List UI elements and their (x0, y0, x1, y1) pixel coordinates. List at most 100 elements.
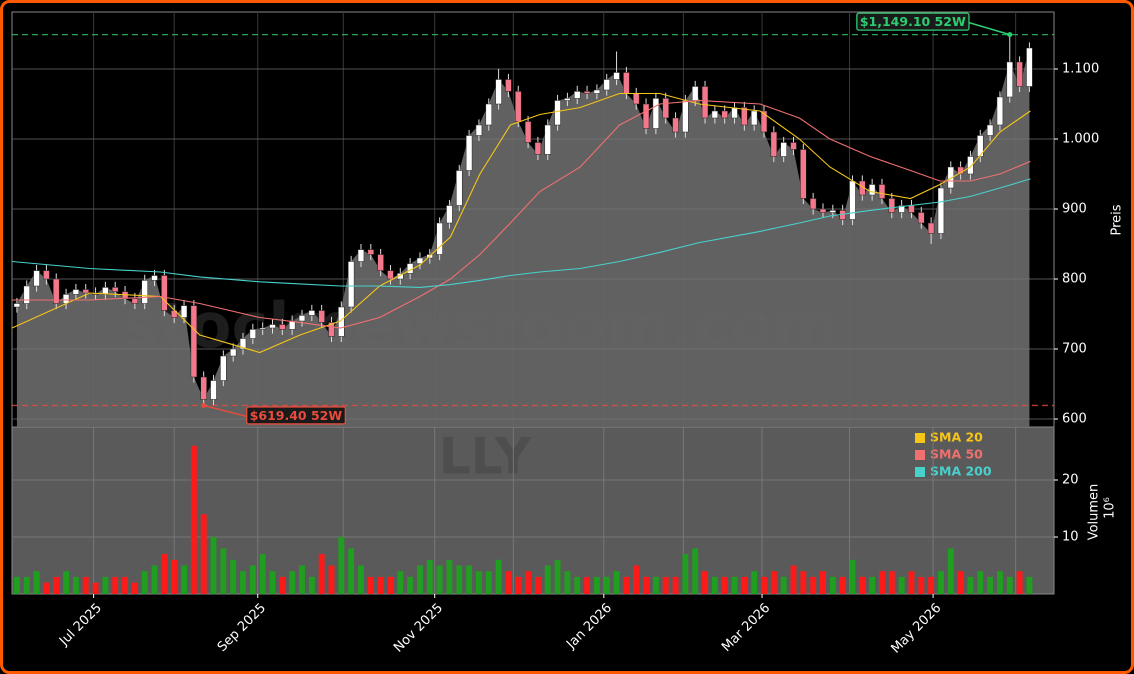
volume-bar (63, 571, 70, 594)
volume-bar (534, 576, 541, 594)
candle-body (387, 270, 394, 280)
sma-line (12, 99, 1031, 329)
volume-bar (190, 445, 197, 594)
candle-body (367, 249, 375, 255)
volume-bar (259, 554, 266, 594)
volume-bar (938, 571, 944, 594)
annotation-arrow (203, 404, 247, 418)
candle-body (544, 124, 551, 155)
candle-body (711, 110, 719, 119)
volume-bar (131, 582, 138, 594)
volume-bar (367, 576, 374, 594)
candle-body (780, 142, 787, 157)
volume-bar (908, 571, 915, 594)
candle-body (642, 103, 650, 129)
volume-bar (210, 537, 217, 594)
volume-bar (810, 576, 817, 594)
volume-bar (544, 565, 551, 594)
volume-bar (987, 576, 994, 594)
candle-body (1006, 61, 1013, 98)
volume-bar (92, 582, 99, 594)
candle-body (691, 86, 699, 101)
volume-bar (820, 571, 826, 594)
candle-body (505, 79, 512, 92)
volume-bar (584, 576, 591, 594)
candle-body (1016, 61, 1023, 87)
candle-body (239, 338, 247, 350)
legend-swatch (915, 433, 925, 443)
candle-body (180, 305, 188, 318)
candle-body (652, 98, 660, 129)
volume-bar (417, 565, 423, 594)
volume-bar (141, 571, 148, 594)
volume-bar (839, 576, 846, 594)
candle-body (524, 121, 532, 143)
volume-bar (1026, 576, 1033, 594)
candle-body (809, 198, 817, 210)
candle-body (996, 96, 1004, 126)
candle-body (898, 205, 905, 213)
volume-bar (122, 576, 128, 594)
candle-body (357, 249, 365, 262)
candle-body (672, 117, 679, 133)
candle-body (574, 91, 581, 99)
annotation: $1,149.10 52W (856, 12, 1013, 38)
candle-body (269, 324, 276, 329)
candle-body (308, 310, 316, 316)
legend-swatch (915, 450, 925, 460)
volume-bar (220, 548, 227, 594)
volume-bar (898, 576, 905, 594)
candle-body (13, 303, 21, 308)
candle-body (495, 79, 502, 105)
volume-bar (269, 571, 276, 594)
candle-body (229, 348, 237, 357)
candle-body (161, 275, 168, 311)
volume-bar (515, 576, 522, 594)
candle-body (849, 180, 856, 220)
candle-body (918, 212, 925, 224)
annotation-label: $619.40 52W (250, 408, 343, 423)
candle-body (249, 329, 257, 339)
candle-body (947, 166, 954, 189)
candle-body (603, 79, 610, 91)
annotation-box (246, 406, 347, 425)
volume-bar (151, 565, 158, 594)
volume-bar (593, 576, 600, 594)
candle-body (888, 198, 896, 213)
volume-bar (603, 576, 610, 594)
candle-body (82, 289, 89, 294)
candle-body (23, 285, 30, 304)
candle-body (662, 98, 669, 119)
volume-bar (1006, 576, 1013, 594)
candle-body (465, 135, 473, 171)
annotation-arrowhead (201, 402, 207, 408)
volume-bar (308, 576, 315, 594)
volume-bar (249, 565, 256, 594)
volume-bar (849, 559, 856, 594)
candle-body (131, 298, 139, 304)
volume-bar (387, 576, 394, 594)
candle-body (819, 208, 827, 213)
candle-body (564, 98, 571, 101)
candle-body (141, 280, 148, 304)
candle-body (977, 135, 984, 157)
candle-body (633, 93, 640, 105)
volume-bar (318, 554, 325, 594)
volume-bar (721, 576, 728, 594)
candle-body (446, 205, 453, 224)
volume-bar (741, 576, 748, 594)
volume-bar (466, 565, 473, 594)
volume-bar (475, 571, 482, 594)
volume-bar (859, 576, 866, 594)
volume-bar (446, 559, 453, 594)
annotation-arrow (968, 21, 1010, 36)
candle-body (210, 380, 217, 400)
volume-bar (977, 571, 984, 594)
volume-bar (928, 576, 935, 594)
candle-body (53, 278, 60, 304)
candle-body (279, 324, 286, 330)
candle-body (800, 149, 807, 199)
volume-bar (829, 576, 836, 594)
candle-body (986, 124, 994, 136)
candle-body (770, 131, 778, 157)
